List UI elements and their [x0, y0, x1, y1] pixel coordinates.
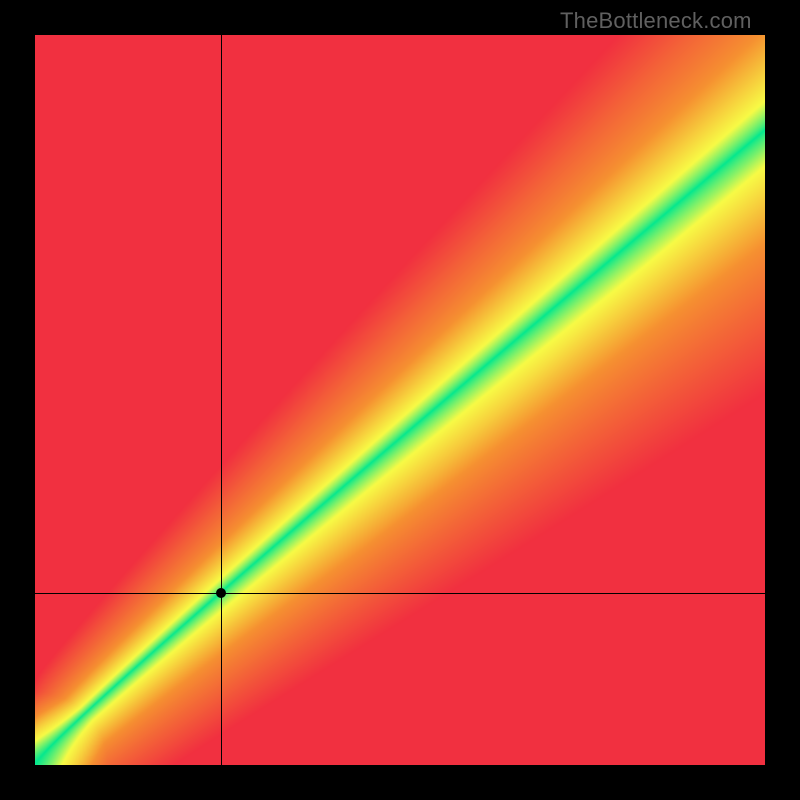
heatmap-canvas: [35, 35, 765, 765]
watermark-text: TheBottleneck.com: [560, 8, 752, 34]
crosshair-marker: [216, 588, 226, 598]
heatmap-plot: [35, 35, 765, 765]
crosshair-vertical: [221, 35, 222, 765]
crosshair-horizontal: [35, 593, 765, 594]
